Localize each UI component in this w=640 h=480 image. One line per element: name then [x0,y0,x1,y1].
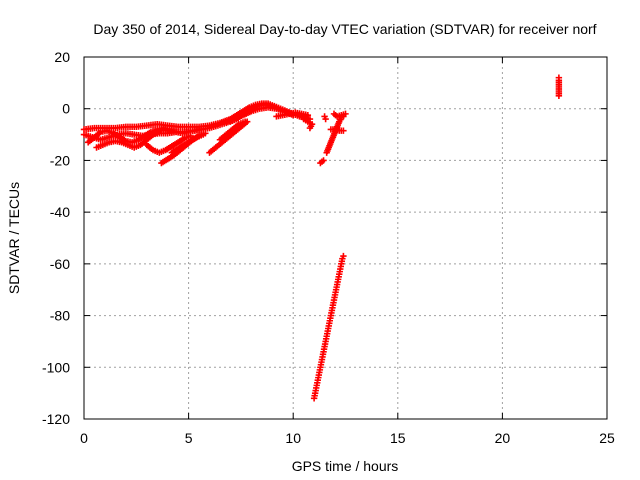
y-tick-label: -20 [50,152,70,168]
plot-frame [83,56,608,420]
x-tick-label: 0 [80,430,88,446]
x-tick-label: 25 [599,430,615,446]
x-tick-label: 5 [185,430,193,446]
axis-ticks [83,56,608,420]
data-point [340,127,347,134]
y-tick-label: -60 [50,256,70,272]
data-point [342,110,349,118]
x-tick-labels: 0 5 10 15 20 25 [80,430,615,446]
y-tick-label: -100 [42,359,70,375]
data-point [197,126,205,133]
data-point [555,74,563,81]
y-axis-label: SDTVAR / TECUs [6,182,22,294]
x-tick-label: 15 [390,430,406,446]
data-point [304,111,312,119]
data-points [80,74,563,402]
data-point [168,128,176,136]
chart-title: Day 350 of 2014, Sidereal Day-to-day VTE… [93,21,596,37]
x-axis-label: GPS time / hours [292,458,399,474]
y-tick-label: -120 [42,411,70,427]
data-point [306,124,314,132]
data-point [241,118,249,125]
y-tick-label: -40 [50,204,70,220]
data-point [340,252,347,260]
x-tick-label: 20 [495,430,511,446]
y-tick-label: -80 [50,308,70,324]
y-tick-label: 0 [62,101,70,117]
y-tick-labels: 20 0 -20 -40 -60 -80 -100 -120 [42,49,70,427]
x-tick-label: 10 [285,430,301,446]
data-point [200,131,207,138]
y-tick-label: 20 [54,49,70,65]
data-point [317,159,324,167]
data-point [322,115,329,123]
